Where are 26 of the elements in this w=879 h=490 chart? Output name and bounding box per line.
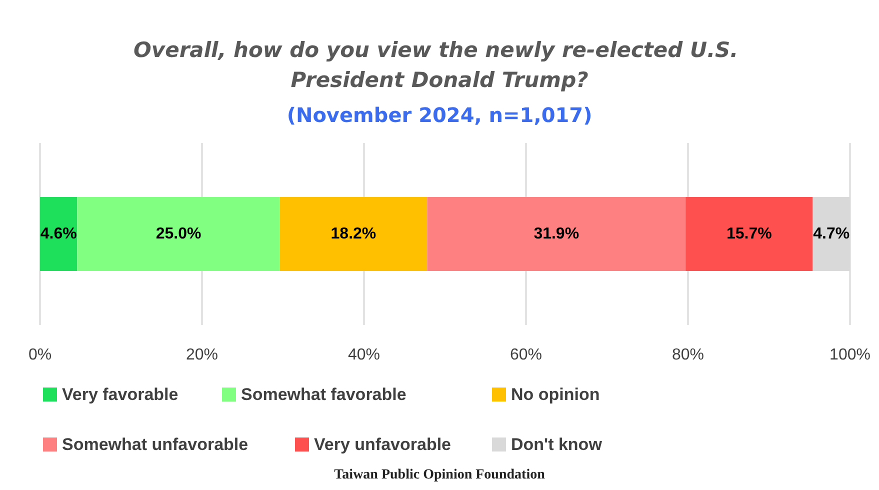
bar — [77, 197, 280, 271]
legend-label: Don't know — [511, 435, 603, 454]
chart-subtitle: (November 2024, n=1,017) — [286, 103, 592, 127]
legend-label: Very favorable — [62, 385, 178, 404]
data-label: 15.7% — [726, 226, 772, 242]
bar — [280, 197, 428, 271]
data-label: 25.0% — [156, 226, 202, 242]
x-tick-label: 20% — [186, 346, 218, 364]
text: Taiwan Public Opinion Foundation — [334, 468, 546, 482]
legend-label: No opinion — [511, 385, 600, 404]
legend-label: Somewhat unfavorable — [62, 435, 248, 454]
legend-label: Somewhat favorable — [241, 385, 406, 404]
x-tick-label: 60% — [510, 346, 542, 364]
data-label: 4.6% — [40, 226, 77, 242]
bar — [40, 197, 78, 271]
legend-label: Very unfavorable — [314, 435, 452, 454]
data-label: 31.9% — [534, 226, 580, 242]
x-tick-label: 80% — [672, 346, 704, 364]
bar — [686, 197, 813, 271]
x-tick-label: 0% — [28, 346, 52, 364]
chart-title: Overall, how do you view the newly re-elected U.S. President Donald Trump? — [134, 38, 746, 92]
data-label: 4.7% — [813, 226, 850, 242]
x-tick-label: 40% — [348, 346, 380, 364]
data-label: 18.2% — [330, 226, 376, 242]
bar — [427, 197, 686, 271]
x-tick-label: 100% — [830, 346, 870, 364]
